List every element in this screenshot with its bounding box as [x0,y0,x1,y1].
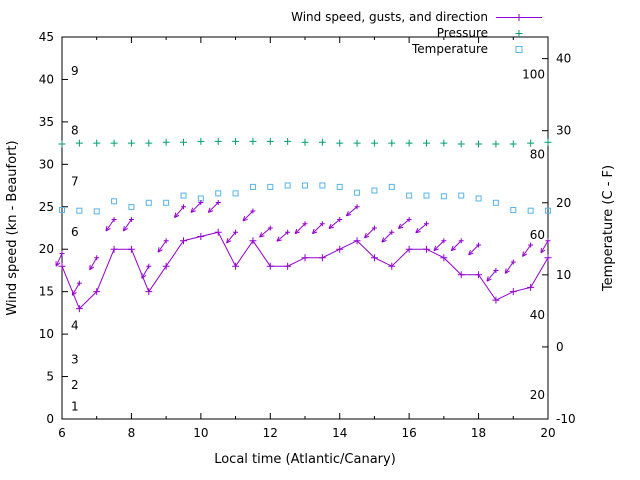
y-axis-label-left: Wind speed (kn - Beaufort) [5,140,20,315]
svg-text:10: 10 [556,268,571,282]
svg-text:25: 25 [39,200,54,214]
svg-text:10: 10 [193,426,208,440]
legend-item-wind: Wind speed, gusts, and direction [291,9,543,25]
beaufort-scale-labels: 1 2 3 4 6 7 8 9 [71,64,79,413]
svg-text:30: 30 [556,124,571,138]
svg-text:12: 12 [263,426,278,440]
svg-text:6: 6 [71,225,79,239]
svg-text:3: 3 [71,353,79,367]
svg-text:18: 18 [471,426,486,440]
svg-text:14: 14 [332,426,347,440]
chart-legend: Wind speed, gusts, and direction Pressur… [291,9,543,57]
svg-text:35: 35 [39,115,54,129]
plot-area: 6 8 10 12 14 16 18 20051015202530354045-1001020… [39,30,576,440]
fahrenheit-scale-labels: 20 40 60 80 100 [522,68,545,402]
wind-speed-series [58,228,552,313]
plot-border [61,36,549,420]
legend-item-temperature: Temperature [291,41,543,57]
x-axis-label: Local time (Atlantic/Canary) [214,452,396,467]
svg-text:40: 40 [39,72,54,86]
svg-text:80: 80 [530,148,545,162]
svg-text:5: 5 [46,370,54,384]
svg-text:60: 60 [530,228,545,242]
gust-arrows [55,200,551,296]
svg-text:20: 20 [39,242,54,256]
svg-text:10: 10 [39,327,54,341]
legend-label-temperature: Temperature [411,42,488,56]
square-marker-icon [515,45,523,53]
svg-text:-10: -10 [556,412,576,426]
svg-text:40: 40 [530,308,545,322]
y-axis-label-right: Temperature (C - F) [601,165,616,292]
svg-text:6: 6 [58,426,66,440]
svg-text:45: 45 [39,30,54,44]
svg-text:100: 100 [522,68,545,82]
plus-marker-icon [515,29,523,37]
svg-text:40: 40 [556,52,571,66]
line-plus-marker-icon [496,13,542,21]
svg-text:7: 7 [71,174,79,188]
temperature-series [59,182,551,215]
pressure-series [58,137,552,148]
svg-text:1: 1 [71,399,79,413]
legend-item-pressure: Pressure [291,25,543,41]
svg-text:16: 16 [402,426,417,440]
svg-text:15: 15 [39,285,54,299]
svg-text:4: 4 [71,319,79,333]
svg-text:8: 8 [71,123,79,137]
svg-text:0: 0 [46,412,54,426]
svg-text:0: 0 [556,340,564,354]
svg-text:20: 20 [556,196,571,210]
svg-text:30: 30 [39,157,54,171]
legend-label-wind: Wind speed, gusts, and direction [291,10,488,24]
svg-text:2: 2 [71,378,79,392]
legend-label-pressure: Pressure [436,26,488,40]
svg-text:9: 9 [71,64,79,78]
svg-text:20: 20 [540,426,555,440]
svg-text:20: 20 [530,388,545,402]
svg-text:8: 8 [128,426,136,440]
